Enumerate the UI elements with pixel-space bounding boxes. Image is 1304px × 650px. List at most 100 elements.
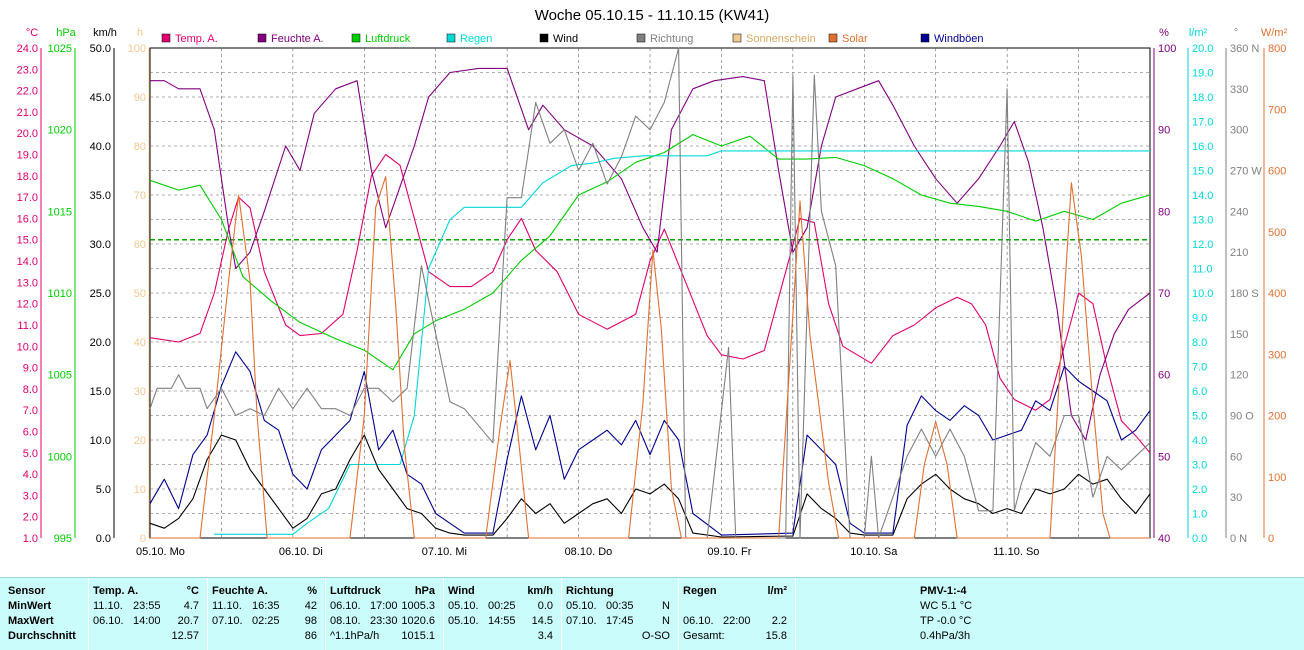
stats-col-direction: Richtung 05.10. 00:35 N 07.10. 17:45 N O-SO: [562, 578, 679, 650]
temp-tick-label: 20.0: [17, 128, 38, 140]
legend-swatch: [446, 33, 456, 43]
pmv-tp: TP -0.0 °C: [920, 615, 972, 627]
humidity-tick-label: 80: [1158, 206, 1170, 218]
sun-tick-label: 20: [134, 435, 146, 447]
direction-max-time: 17:45: [606, 615, 634, 627]
legend-swatch: [161, 33, 171, 43]
temp-max-value: 20.7: [177, 615, 199, 627]
wind-tick-label: 15.0: [90, 386, 111, 398]
pressure-tick-label: 995: [54, 533, 72, 545]
sun-unit-label: h: [137, 27, 143, 39]
temp-max-time: 14:00: [133, 615, 161, 627]
humidity-tick-label: 50: [1158, 451, 1170, 463]
sun-tick-label: 0: [140, 533, 146, 545]
rain-tick-label: 4.0: [1192, 435, 1207, 447]
solar-tick-label: 200: [1268, 411, 1286, 423]
sun-tick-label: 40: [134, 337, 146, 349]
direction-tick-label: 180 S: [1230, 288, 1259, 300]
direction-tick-label: 150: [1230, 329, 1248, 341]
pressure-tick-label: 1020: [48, 125, 72, 137]
wind-tick-label: 30.0: [90, 239, 111, 251]
solar-tick-label: 600: [1268, 166, 1286, 178]
sun-tick-label: 80: [134, 141, 146, 153]
pressure-trend: ^1.1hPa/h: [330, 630, 380, 642]
temp-unit-label: °C: [26, 27, 38, 39]
direction-avg-value: O-SO: [641, 630, 670, 642]
solar-tick-label: 800: [1268, 43, 1286, 55]
day-label: 06.10. Di: [279, 546, 323, 558]
temp-tick-label: 21.0: [17, 107, 38, 119]
direction-unit-label: °: [1234, 27, 1238, 39]
solar-tick-label: 300: [1268, 349, 1286, 361]
series-line-richtung: [149, 47, 1151, 539]
direction-tick-label: 330: [1230, 84, 1248, 96]
wind-tick-label: 35.0: [90, 190, 111, 202]
rain-tick-label: 9.0: [1192, 313, 1207, 325]
wind-avg-value: 3.4: [537, 630, 553, 642]
temp-tick-label: 24.0: [17, 43, 38, 55]
sun-tick-label: 100: [128, 43, 146, 55]
temp-tick-label: 12.0: [17, 299, 38, 311]
weather-chart: 24.0 23.0 22.0 21.0 20.0 19.0 18.0 17.0 16.0 15.0…: [17, 7, 1288, 558]
direction-tick-label: 30: [1230, 492, 1242, 504]
series-lines: [149, 47, 1151, 539]
legend-swatch: [828, 33, 838, 43]
rain-total-value: 15.8: [765, 630, 787, 642]
rain-tick-label: 11.0: [1192, 264, 1213, 276]
solar-tick-label: 400: [1268, 288, 1286, 300]
temp-tick-label: 6.0: [23, 426, 38, 438]
stats-col-wind: Wind km/h 05.10. 00:25 0.0 05.10. 14:55 14.5 …: [444, 578, 562, 650]
rain-tick-label: 12.0: [1192, 239, 1213, 251]
wind-tick-label: 10.0: [90, 435, 111, 447]
stats-col-sensor: Sensor MinWert MaxWert Durchschnitt: [0, 578, 89, 650]
series-line-temp-a-: [149, 153, 1151, 454]
humidity-min-time: 16:35: [252, 600, 280, 612]
rain-tick-label: 18.0: [1192, 92, 1213, 104]
temp-tick-label: 1.0: [23, 533, 38, 545]
pressure-unit-label: hPa: [56, 27, 76, 39]
legend-entry: Windböen: [934, 33, 984, 45]
humidity-tick-label: 70: [1158, 288, 1170, 300]
wind-min-time: 00:25: [488, 600, 516, 612]
axes: 24.0 23.0 22.0 21.0 20.0 19.0 18.0 17.0 16.0 15.0…: [17, 27, 1288, 558]
direction-min-value: N: [662, 600, 670, 612]
temp-tick-label: 2.0: [23, 512, 38, 524]
rain-tick-label: 3.0: [1192, 460, 1207, 472]
rain-tick-label: 5.0: [1192, 411, 1207, 423]
pressure-min-time: 17:00: [370, 600, 398, 612]
sun-tick-label: 70: [134, 190, 146, 202]
pressure-unit: hPa: [414, 585, 435, 597]
direction-tick-label: 210: [1230, 247, 1248, 259]
solar-unit-label: W/m²: [1261, 27, 1288, 39]
pressure-max-date: 08.10.: [330, 615, 361, 627]
rain-tick-label: 8.0: [1192, 337, 1207, 349]
temp-tick-label: 23.0: [17, 64, 38, 76]
direction-max-value: N: [662, 615, 670, 627]
legend-swatch: [539, 33, 549, 43]
solar-tick-label: 100: [1268, 472, 1286, 484]
wind-tick-label: 0.0: [96, 533, 111, 545]
wind-max-date: 05.10.: [448, 615, 479, 627]
pressure-tick-label: 1025: [48, 43, 72, 55]
avg-label: Durchschnitt: [8, 630, 76, 642]
solar-tick-label: 500: [1268, 227, 1286, 239]
pressure-tick-label: 1005: [48, 370, 72, 382]
temp-tick-label: 16.0: [17, 213, 38, 225]
temp-max-date: 06.10.: [93, 615, 124, 627]
humidity-avg-value: 86: [304, 630, 317, 642]
pmv-trend: 0.4hPa/3h: [920, 630, 971, 642]
temp-tick-label: 17.0: [17, 192, 38, 204]
humidity-max-value: 98: [304, 615, 317, 627]
direction-min-date: 05.10.: [566, 600, 597, 612]
day-label: 11.10. So: [993, 546, 1039, 558]
temp-tick-label: 3.0: [23, 490, 38, 502]
legend-swatch: [351, 33, 361, 43]
wind-tick-label: 40.0: [90, 141, 111, 153]
wind-tick-label: 5.0: [96, 484, 111, 496]
rain-unit-label: l/m²: [1189, 27, 1208, 39]
wind-min-date: 05.10.: [448, 600, 479, 612]
stats-col-pressure: Luftdruck hPa 06.10. 17:00 1005.3 08.10. 23:…: [326, 578, 444, 650]
rain-tick-label: 0.0: [1192, 533, 1207, 545]
rain-tick-label: 13.0: [1192, 215, 1213, 227]
humidity-min-date: 11.10.: [212, 600, 242, 612]
